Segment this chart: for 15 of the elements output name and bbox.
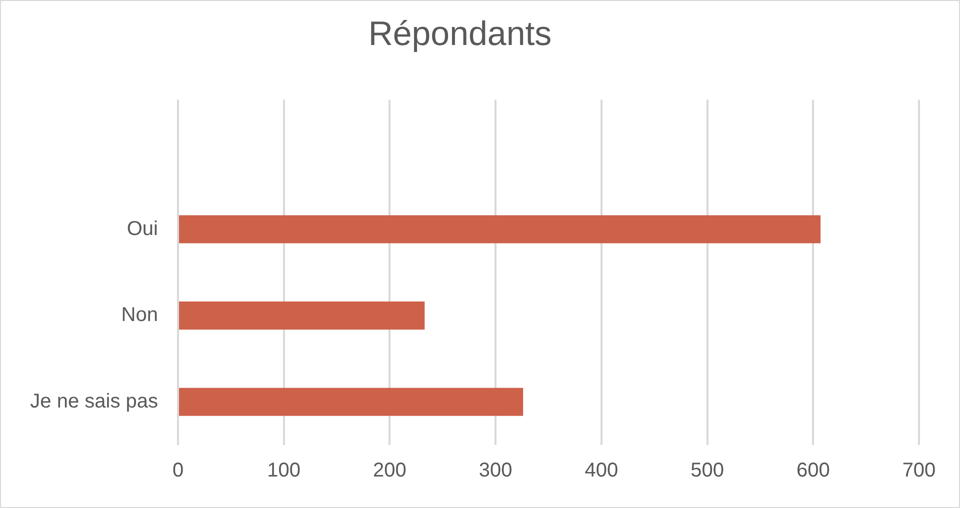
- x-tick-label: 500: [690, 460, 724, 482]
- x-tick-label: 400: [584, 460, 618, 482]
- y-tick-label: Je ne sais pas: [30, 390, 158, 412]
- x-tick-label: 0: [172, 460, 184, 482]
- bar: [179, 302, 425, 330]
- bar: [179, 215, 821, 244]
- x-tick-label: 300: [478, 460, 512, 482]
- bar: [179, 388, 524, 416]
- x-tick-label: 200: [373, 460, 406, 482]
- x-tick-label: 700: [902, 460, 936, 482]
- x-tick-label: 100: [267, 460, 301, 482]
- chart-title: Répondants: [368, 14, 552, 53]
- y-tick-label: Non: [121, 304, 158, 326]
- y-tick-label: Oui: [126, 218, 158, 240]
- x-tick-label: 600: [796, 460, 830, 482]
